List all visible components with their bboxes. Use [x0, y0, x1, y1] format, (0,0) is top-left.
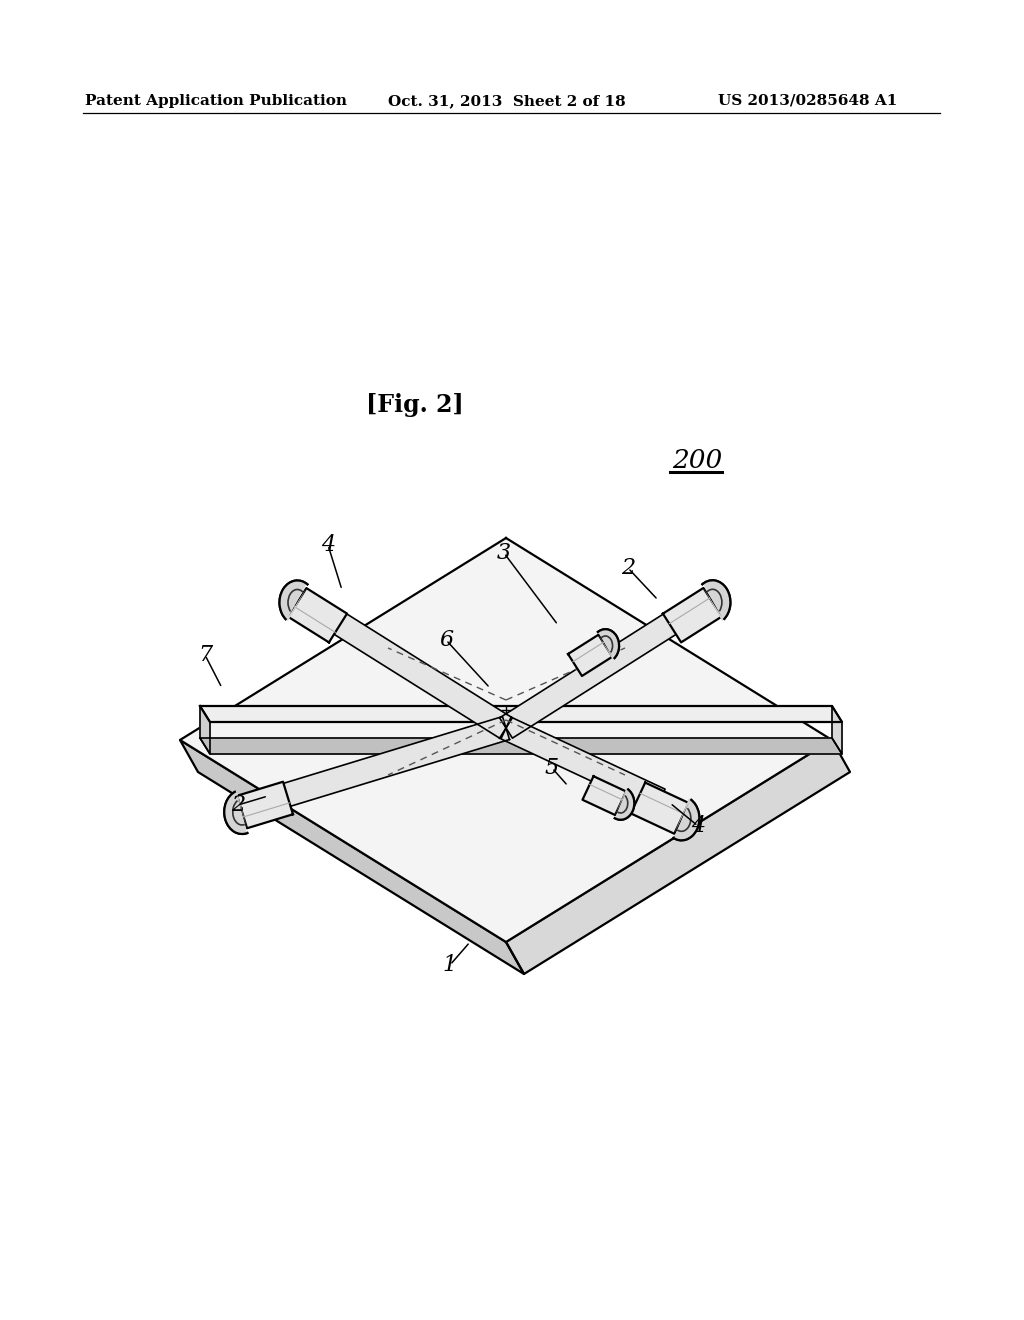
- Polygon shape: [238, 781, 293, 828]
- Text: 1: 1: [443, 954, 457, 975]
- Polygon shape: [614, 788, 634, 820]
- Polygon shape: [663, 587, 722, 643]
- Polygon shape: [703, 581, 730, 620]
- Polygon shape: [568, 635, 612, 676]
- Polygon shape: [598, 630, 618, 660]
- Text: 3: 3: [497, 543, 511, 564]
- Text: 2: 2: [231, 795, 245, 816]
- Polygon shape: [304, 595, 512, 738]
- Text: Patent Application Publication: Patent Application Publication: [85, 94, 347, 108]
- Polygon shape: [506, 741, 850, 974]
- Polygon shape: [583, 776, 626, 814]
- Polygon shape: [289, 589, 347, 643]
- Text: 7: 7: [198, 644, 212, 667]
- Text: 6: 6: [439, 630, 453, 651]
- Text: US 2013/0285648 A1: US 2013/0285648 A1: [718, 94, 897, 108]
- Polygon shape: [500, 595, 707, 738]
- Text: 2: 2: [621, 557, 635, 579]
- Polygon shape: [200, 738, 842, 754]
- Text: 4: 4: [321, 535, 335, 556]
- Text: 5: 5: [545, 756, 559, 779]
- Text: [Fig. 2]: [Fig. 2]: [367, 393, 464, 417]
- Polygon shape: [180, 539, 831, 942]
- Text: 200: 200: [672, 447, 722, 473]
- Text: 4: 4: [691, 814, 706, 837]
- Polygon shape: [631, 783, 689, 834]
- Polygon shape: [200, 706, 210, 754]
- Polygon shape: [501, 717, 665, 810]
- Polygon shape: [266, 717, 510, 812]
- Polygon shape: [180, 741, 524, 974]
- Text: Oct. 31, 2013  Sheet 2 of 18: Oct. 31, 2013 Sheet 2 of 18: [388, 94, 626, 108]
- Polygon shape: [224, 791, 247, 834]
- Polygon shape: [200, 706, 842, 722]
- Polygon shape: [831, 706, 842, 754]
- Polygon shape: [674, 799, 699, 841]
- Polygon shape: [280, 581, 307, 622]
